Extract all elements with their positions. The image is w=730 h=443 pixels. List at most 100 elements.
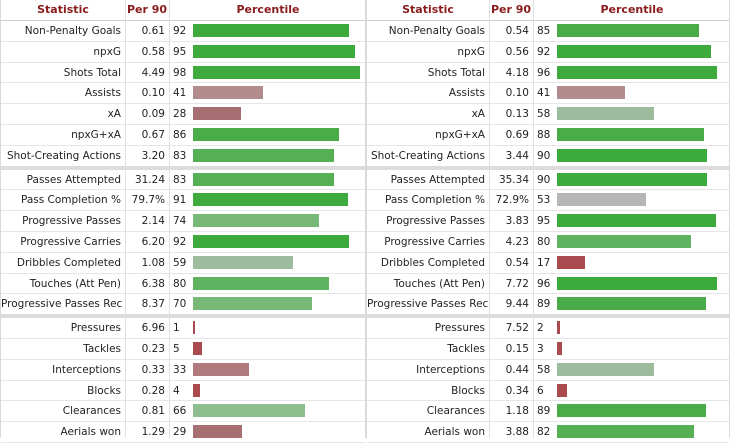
stat-name: Touches (Att Pen) — [393, 277, 485, 290]
stat-name: Clearances — [426, 405, 485, 418]
percentile-bar — [193, 297, 312, 311]
percentile-value: 3 — [537, 343, 544, 355]
table-row: Blocks 0.34 6 — [367, 381, 729, 402]
percentile-value: 96 — [537, 66, 551, 79]
stat-name: Tackles — [83, 343, 121, 355]
percentile-bar — [557, 255, 585, 269]
stat-name: Progressive Passes — [386, 215, 485, 228]
table-row: Clearances 0.81 66 — [1, 401, 365, 423]
table-row: Blocks 0.28 4 — [1, 381, 365, 402]
percentile-bar — [557, 24, 699, 37]
table-row: Shots Total 4.49 98 — [1, 63, 365, 84]
column-divider — [489, 0, 490, 438]
percentile-bar — [193, 44, 355, 58]
percentile-value: 53 — [537, 194, 551, 207]
percentile-value: 80 — [173, 277, 187, 290]
table-row: npxG+xA 0.67 86 — [1, 125, 365, 146]
percentile-bar — [557, 297, 706, 311]
percentile-bar — [557, 107, 654, 121]
percentile-bar — [193, 107, 241, 121]
stat-name: Aerials won — [60, 426, 121, 439]
percentile-bar — [193, 321, 195, 335]
per90-value: 3.88 — [505, 426, 529, 439]
stat-name: Progressive Carries — [384, 236, 485, 248]
table-row: npxG 0.58 95 — [1, 42, 365, 63]
stat-name: Non-Penalty Goals — [24, 25, 121, 37]
stat-name: Blocks — [87, 384, 121, 397]
percentile-value: 83 — [173, 149, 187, 162]
per90-value: 0.44 — [505, 363, 529, 376]
table-row: Pass Completion % 72.9% 53 — [367, 190, 729, 212]
table-row: Progressive Passes Rec 9.44 89 — [367, 294, 729, 316]
column-divider — [533, 0, 534, 438]
per90-value: 0.67 — [141, 129, 165, 141]
stat-name: Assists — [84, 87, 121, 100]
percentile-value: 95 — [537, 215, 551, 228]
percentile-bar — [193, 255, 293, 269]
percentile-bar — [557, 404, 706, 418]
percentile-value: 59 — [173, 256, 187, 269]
percentile-value: 90 — [537, 149, 551, 162]
column-divider — [169, 0, 170, 438]
table-row: Pressures 6.96 1 — [1, 318, 365, 339]
table-row: Shot-Creating Actions 3.20 83 — [1, 146, 365, 167]
stat-name: npxG+xA — [435, 129, 485, 141]
table-row: Progressive Passes 3.83 95 — [367, 211, 729, 232]
per90-value: 6.20 — [141, 236, 165, 248]
player-stats-table-left: Statistic Per 90 Percentile Non-Penalty … — [0, 0, 366, 443]
per90-value: 0.28 — [141, 384, 165, 397]
percentile-bar — [193, 235, 349, 248]
percentile-value: 92 — [537, 45, 551, 58]
per90-value: 72.9% — [495, 194, 529, 207]
percentile-value: 66 — [173, 405, 187, 418]
per90-value: 4.23 — [505, 236, 529, 248]
table-row: Pressures 7.52 2 — [367, 318, 729, 339]
table-row: Clearances 1.18 89 — [367, 401, 729, 423]
percentile-bar — [557, 172, 707, 186]
percentile-bar — [193, 86, 263, 100]
stat-name: Dribbles Completed — [380, 256, 485, 269]
percentile-value: 83 — [173, 173, 187, 186]
percentile-bar — [557, 235, 691, 248]
percentile-value: 74 — [173, 215, 187, 228]
per90-value: 79.7% — [131, 194, 165, 207]
header-per90: Per 90 — [126, 3, 168, 16]
table-row: Shot-Creating Actions 3.44 90 — [367, 146, 729, 167]
stat-name: Passes Attempted — [390, 173, 485, 186]
percentile-bar — [193, 193, 348, 207]
per90-value: 9.44 — [505, 298, 529, 311]
stat-name: Progressive Carries — [20, 236, 121, 248]
percentile-value: 6 — [537, 384, 544, 397]
stat-name: Assists — [448, 87, 485, 100]
group-separator — [367, 165, 729, 170]
table-row: Progressive Passes 2.14 74 — [1, 211, 365, 232]
percentile-bar — [557, 86, 625, 100]
table-header: Statistic Per 90 Percentile — [367, 0, 729, 21]
per90-value: 3.83 — [505, 215, 529, 228]
per90-value: 0.09 — [141, 108, 165, 121]
percentile-value: 90 — [537, 173, 551, 186]
per90-value: 0.81 — [141, 405, 165, 418]
per90-value: 35.34 — [498, 173, 529, 186]
percentile-value: 80 — [537, 236, 551, 248]
per90-value: 8.37 — [141, 298, 165, 311]
percentile-bar — [557, 44, 711, 58]
stat-name: Non-Penalty Goals — [388, 25, 485, 37]
stat-name: npxG — [93, 45, 121, 58]
player-stats-table-right: Statistic Per 90 Percentile Non-Penalty … — [366, 0, 730, 443]
table-row: Pass Completion % 79.7% 91 — [1, 190, 365, 212]
percentile-value: 4 — [173, 384, 180, 397]
per90-value: 0.10 — [141, 87, 165, 100]
per90-value: 31.24 — [134, 173, 165, 186]
group-separator — [1, 165, 365, 170]
percentile-bar — [193, 172, 334, 186]
percentile-value: 82 — [537, 426, 551, 439]
percentile-bar — [557, 148, 707, 162]
per90-value: 3.20 — [141, 149, 165, 162]
per90-value: 0.15 — [505, 343, 529, 355]
percentile-value: 95 — [173, 45, 187, 58]
stat-name: Clearances — [62, 405, 121, 418]
stat-name: Pass Completion % — [20, 194, 121, 207]
per90-value: 4.49 — [141, 66, 165, 79]
per90-value: 3.44 — [505, 149, 529, 162]
